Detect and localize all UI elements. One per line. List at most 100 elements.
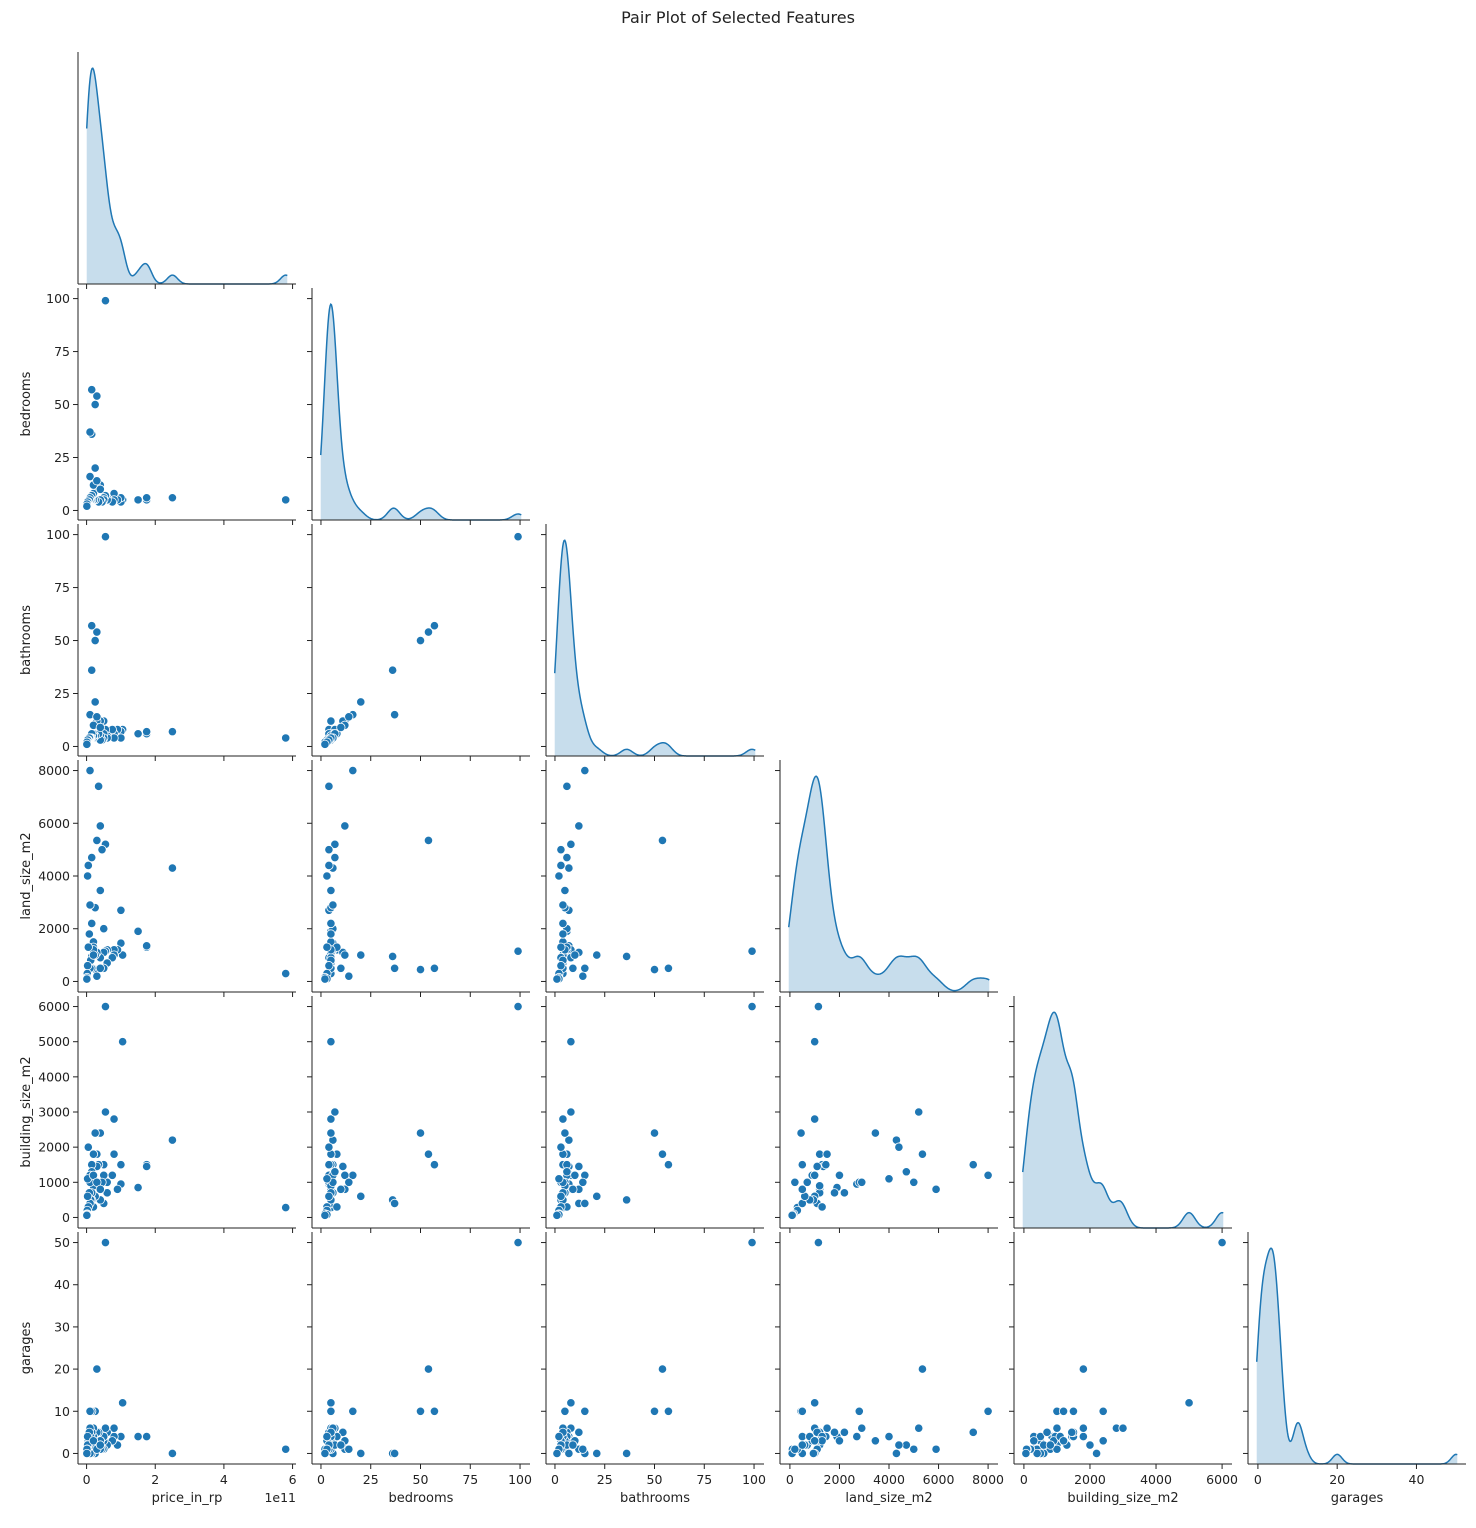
scatter-point <box>326 1114 336 1124</box>
scatter-point <box>914 1423 924 1433</box>
scatter-point <box>83 860 93 871</box>
scatter-point <box>649 1406 660 1416</box>
scatter-point <box>423 1149 434 1159</box>
scatter-point <box>100 1001 111 1012</box>
scatter-point <box>834 1170 845 1180</box>
x-tick-label: 6 <box>289 1472 297 1487</box>
scatter-point <box>328 900 338 910</box>
x-tick-label: 0 <box>83 1472 91 1487</box>
scatter-point <box>100 1107 111 1117</box>
scatter-point <box>423 1364 434 1374</box>
scatter-point <box>92 712 102 722</box>
scatter-point <box>87 665 97 675</box>
panel-land_size_m2-vs-price_in_rp: 0 2000 4000 6000 8000 <box>38 760 296 997</box>
scatter-point <box>83 942 93 952</box>
scatter-point <box>857 1423 867 1433</box>
y-tick-label: 75 <box>54 344 70 359</box>
scatter-point <box>85 471 95 482</box>
scatter-point <box>810 1037 820 1047</box>
x-tick-label: 20 <box>1329 1472 1345 1487</box>
y-tick-label: 20 <box>54 1362 70 1377</box>
scatter-point <box>320 739 330 749</box>
x-tick-label: 8000 <box>972 1472 1004 1487</box>
scatter-point <box>87 621 97 631</box>
x-tick-label: 2000 <box>824 1472 856 1487</box>
scatter-point <box>1091 1448 1102 1459</box>
x-tick-label: 100 <box>508 1472 532 1487</box>
x-axis-label-price_in_rp: price_in_rp <box>152 1491 223 1506</box>
scatter-point <box>133 1182 143 1193</box>
y-tick-label: 5000 <box>38 1034 70 1049</box>
scatter-point <box>88 1436 99 1446</box>
scatter-point <box>931 1444 941 1454</box>
scatter-point <box>1067 1427 1077 1437</box>
scatter-point <box>322 871 332 881</box>
scatter-point <box>834 1436 845 1446</box>
y-tick-label: 4000 <box>38 869 70 884</box>
kde-fill-land_size_m2 <box>788 776 990 992</box>
scatter-point <box>812 1161 822 1172</box>
scatter-point <box>1184 1398 1194 1408</box>
scatter-point <box>324 845 334 855</box>
scatter-point <box>796 1128 806 1138</box>
scatter-point <box>167 1135 178 1145</box>
y-tick-label: 40 <box>54 1277 70 1292</box>
scatter-point <box>92 971 102 981</box>
scatter-point <box>340 821 350 831</box>
scatter-point <box>330 1107 340 1117</box>
scatter-point <box>133 495 143 505</box>
scatter-point <box>802 1177 812 1187</box>
scatter-point <box>562 781 572 791</box>
y-tick-label: 50 <box>54 1235 70 1250</box>
scatter-point <box>513 946 523 956</box>
scatter-point <box>1029 1436 1039 1446</box>
scatter-point <box>95 963 105 973</box>
kde-line-land_size_m2 <box>787 775 990 992</box>
scatter-point <box>649 964 660 975</box>
scatter-point <box>90 697 100 707</box>
scatter-point <box>1118 1423 1128 1433</box>
scatter-point <box>92 391 102 401</box>
x-axis-label-garages: garages <box>1331 1491 1384 1506</box>
x-tick-label: 2 <box>151 1472 159 1487</box>
panel-bathrooms-vs-price_in_rp: 0 25 50 75 100 <box>46 524 296 761</box>
x-tick-label: 40 <box>1409 1472 1425 1487</box>
y-tick-label: 50 <box>54 633 70 648</box>
scatter-point <box>322 942 332 952</box>
y-tick-label: 2000 <box>38 921 70 936</box>
scatter-point <box>167 727 178 737</box>
scatter-point <box>336 722 346 733</box>
scatter-point <box>133 926 143 936</box>
scatter-point <box>839 1427 850 1437</box>
scatter-point <box>1058 1436 1069 1446</box>
scatter-point <box>564 1448 574 1459</box>
x-tick-label: 6000 <box>1206 1472 1238 1487</box>
scatter-point <box>574 1161 584 1172</box>
scatter-point <box>83 871 93 881</box>
scatter-point <box>167 1448 178 1459</box>
scatter-point <box>109 1149 119 1159</box>
scatter-point <box>556 942 566 952</box>
scatter-point <box>657 835 668 846</box>
scatter-point <box>87 385 97 395</box>
scatter-point <box>622 951 632 962</box>
scatter-point <box>552 1448 562 1459</box>
y-axis-label-bedrooms: bedrooms <box>19 371 34 436</box>
scatter-point <box>320 1448 330 1459</box>
y-tick-label: 4000 <box>38 1069 70 1084</box>
scatter-point <box>968 1160 978 1170</box>
scatter-point <box>326 885 336 896</box>
scatter-point <box>829 1188 840 1198</box>
scatter-point <box>560 885 570 896</box>
scatter-point <box>554 1431 564 1442</box>
scatter-point <box>552 974 562 984</box>
scatter-point <box>281 968 291 979</box>
scatter-point <box>968 1427 978 1437</box>
scatter-point <box>336 1440 346 1450</box>
scatter-point <box>100 1237 111 1248</box>
panel-building_size_m2-vs-building_size_m2 <box>1009 996 1232 1233</box>
scatter-point <box>88 950 99 960</box>
scatter-point <box>817 1202 827 1212</box>
scatter-point <box>1078 1431 1088 1442</box>
